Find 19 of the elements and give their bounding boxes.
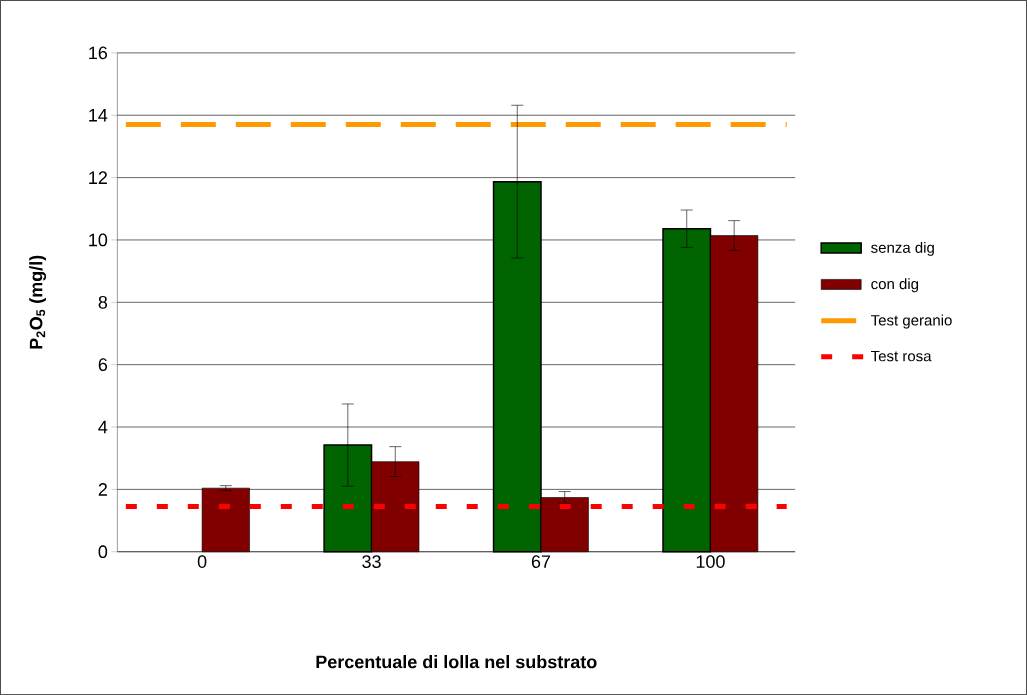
legend-label: con dig (871, 278, 919, 293)
x-axis-title: Percentuale di lolla nel substrato (316, 654, 597, 669)
y-tick-label: 16 (89, 46, 108, 60)
x-tick-label: 33 (362, 555, 381, 568)
y-tick-label: 2 (98, 483, 107, 496)
y-axis-title: P$_{2}$O$_{5}$ (mg/l) (29, 255, 47, 349)
y-tick-label: 6 (98, 358, 108, 371)
legend-label: Test geranio (871, 314, 952, 329)
y-tick-label: 4 (98, 420, 108, 434)
x-tick-label: 0 (197, 555, 207, 568)
y-tick-label: 10 (89, 233, 108, 247)
legend-label: senza dig (871, 241, 934, 256)
x-tick-label: 67 (531, 555, 551, 568)
y-tick-label: 14 (89, 108, 108, 122)
y-tick-label: 12 (89, 171, 107, 184)
y-tick-label: 0 (98, 545, 108, 559)
x-tick-label: 100 (696, 555, 725, 568)
y-tick-label: 8 (98, 295, 108, 309)
legend-label: Test rosa (871, 350, 932, 362)
